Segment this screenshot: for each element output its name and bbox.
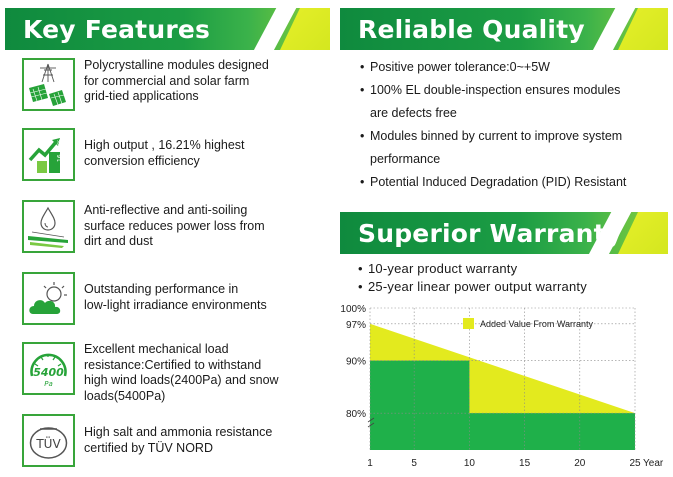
list-item: 25-year linear power output warranty (358, 278, 587, 296)
list-item: 100% EL double-inspection ensures module… (360, 79, 626, 125)
feature-line: grid-tied applications (84, 89, 199, 103)
feature-text: Outstanding performance in low-light irr… (84, 282, 324, 313)
axis-break-mark (367, 417, 375, 428)
pressure-gauge-icon: 5400 Pa (22, 342, 75, 395)
feature-line: High output , 16.21% highest (84, 138, 245, 152)
feature-line: loads(5400Pa) (84, 388, 166, 403)
x-tick-label: 1 (367, 458, 373, 469)
feature-text: High salt and ammonia resistance certifi… (84, 425, 324, 456)
feature-line: conversion efficiency (84, 153, 200, 168)
feature-line: Polycrystalline modules designed (84, 58, 269, 72)
y-tick-label: 90% (346, 357, 366, 368)
solar-panel-pylon-icon (22, 58, 75, 111)
feature-text: Anti-reflective and anti-soiling surface… (84, 203, 324, 250)
superior-warranty-banner: Superior Warranty (340, 212, 668, 254)
feature-line: Excellent mechanical load (84, 342, 229, 356)
bullet-text: performance (370, 152, 441, 166)
feature-line: high wind loads(2400Pa) and snow (84, 373, 279, 387)
bullet-text: 10-year product warranty (368, 261, 518, 276)
feature-line: certified by TÜV NORD (84, 440, 213, 455)
bullet-text: are defects free (370, 106, 457, 120)
tuv-cert-icon: TÜV (22, 414, 75, 467)
feature-line: resistance:Certified to withstand (84, 357, 262, 372)
feature-line: low-light irradiance environments (84, 297, 267, 312)
y-tick-label: 97% (346, 320, 366, 331)
feature-line: dirt and dust (84, 234, 153, 248)
list-item: Potential Induced Degradation (PID) Resi… (360, 171, 626, 194)
quality-list: Positive power tolerance:0~+5W 100% EL d… (360, 56, 626, 194)
superior-warranty-title: Superior Warranty (358, 219, 623, 248)
feature-text: Excellent mechanical load resistance:Cer… (84, 342, 324, 404)
x-tick-label: 15 (519, 458, 531, 469)
bullet-text: 25-year linear power output warranty (368, 279, 587, 294)
feature-line: for commercial and solar farm (84, 73, 250, 88)
feature-line: High salt and ammonia resistance (84, 425, 273, 439)
bullet-text: 100% EL double-inspection ensures module… (370, 83, 621, 97)
tuv-mark: TÜV (35, 435, 61, 451)
gauge-value: 5400 (33, 366, 64, 379)
warranty-list: 10-year product warranty 25-year linear … (358, 260, 587, 296)
key-features-banner: Key Features (5, 8, 330, 50)
x-tick-label: 25 (629, 458, 641, 469)
x-unit-label: Year (643, 458, 664, 469)
reliable-quality-banner: Reliable Quality (340, 8, 668, 50)
reliable-quality-title: Reliable Quality (358, 15, 585, 44)
water-drop-icon (22, 200, 75, 253)
cloud-sun-icon (22, 272, 75, 325)
bullet-text: Potential Induced Degradation (PID) Resi… (370, 175, 627, 189)
y-tick-label: 100% (340, 304, 366, 315)
feature-text: High output , 16.21% highest conversion … (84, 138, 324, 169)
x-tick-label: 5 (411, 458, 417, 469)
list-item: 10-year product warranty (358, 260, 587, 278)
y-tick-label: 80% (346, 409, 366, 420)
legend-label: Added Value From Warranty (480, 319, 594, 329)
efficiency-arrow-icon: 16.21% (22, 128, 75, 181)
list-item: Positive power tolerance:0~+5W (360, 56, 626, 79)
feature-text: Polycrystalline modules designed for com… (84, 58, 324, 105)
feature-line: surface reduces power loss from (84, 218, 265, 233)
efficiency-label: 16.21% (57, 139, 64, 162)
x-tick-label: 10 (464, 458, 476, 469)
bullet-text: Modules binned by current to improve sys… (370, 129, 623, 143)
x-tick-label: 20 (574, 458, 586, 469)
bullet-text: Positive power tolerance:0~+5W (370, 60, 550, 74)
gauge-unit: Pa (44, 380, 53, 388)
key-features-title: Key Features (23, 15, 211, 44)
legend-swatch (463, 318, 474, 329)
feature-line: Outstanding performance in (84, 282, 239, 296)
feature-line: Anti-reflective and anti-soiling (84, 203, 248, 217)
guaranteed-power-area (370, 360, 635, 450)
list-item: Modules binned by current to improve sys… (360, 125, 626, 171)
